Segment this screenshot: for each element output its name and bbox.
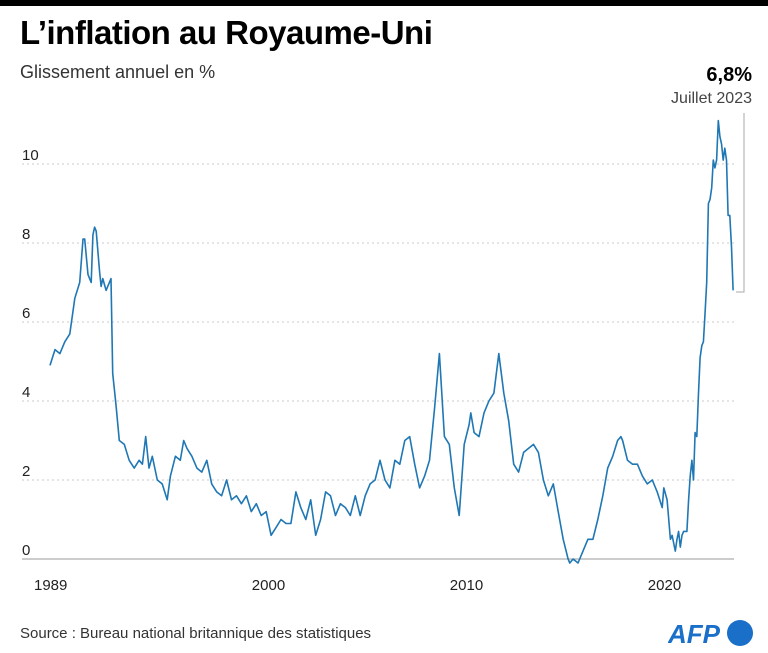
inflation-series-line bbox=[49, 119, 734, 564]
gridlines bbox=[22, 163, 734, 481]
latest-value-label: 6,8% bbox=[706, 64, 752, 86]
afp-logo: AFP bbox=[667, 618, 758, 653]
x-tick-label: 1989 bbox=[34, 577, 67, 594]
y-tick-label: 4 bbox=[22, 384, 30, 401]
y-tick-label: 6 bbox=[22, 305, 30, 322]
x-axis-ticks: 1989 2000 2010 2020 bbox=[34, 577, 681, 594]
chart-subtitle: Glissement annuel en % bbox=[20, 62, 216, 82]
y-tick-label: 0 bbox=[22, 542, 30, 559]
x-tick-label: 2000 bbox=[252, 577, 285, 594]
y-tick-label: 10 bbox=[22, 147, 39, 164]
y-tick-label: 8 bbox=[22, 226, 30, 243]
top-bar bbox=[0, 0, 768, 6]
source-note: Source : Bureau national britannique des… bbox=[20, 625, 372, 642]
x-tick-label: 2010 bbox=[450, 577, 483, 594]
x-tick-label: 2020 bbox=[648, 577, 681, 594]
y-axis-ticks: 0 2 4 6 8 10 bbox=[22, 147, 39, 559]
latest-date-label: Juillet 2023 bbox=[671, 90, 752, 107]
svg-text:AFP: AFP bbox=[668, 619, 721, 648]
annotation-bracket bbox=[736, 113, 745, 293]
chart-title: L’inflation au Royaume-Uni bbox=[20, 14, 433, 51]
y-tick-label: 2 bbox=[22, 463, 30, 480]
